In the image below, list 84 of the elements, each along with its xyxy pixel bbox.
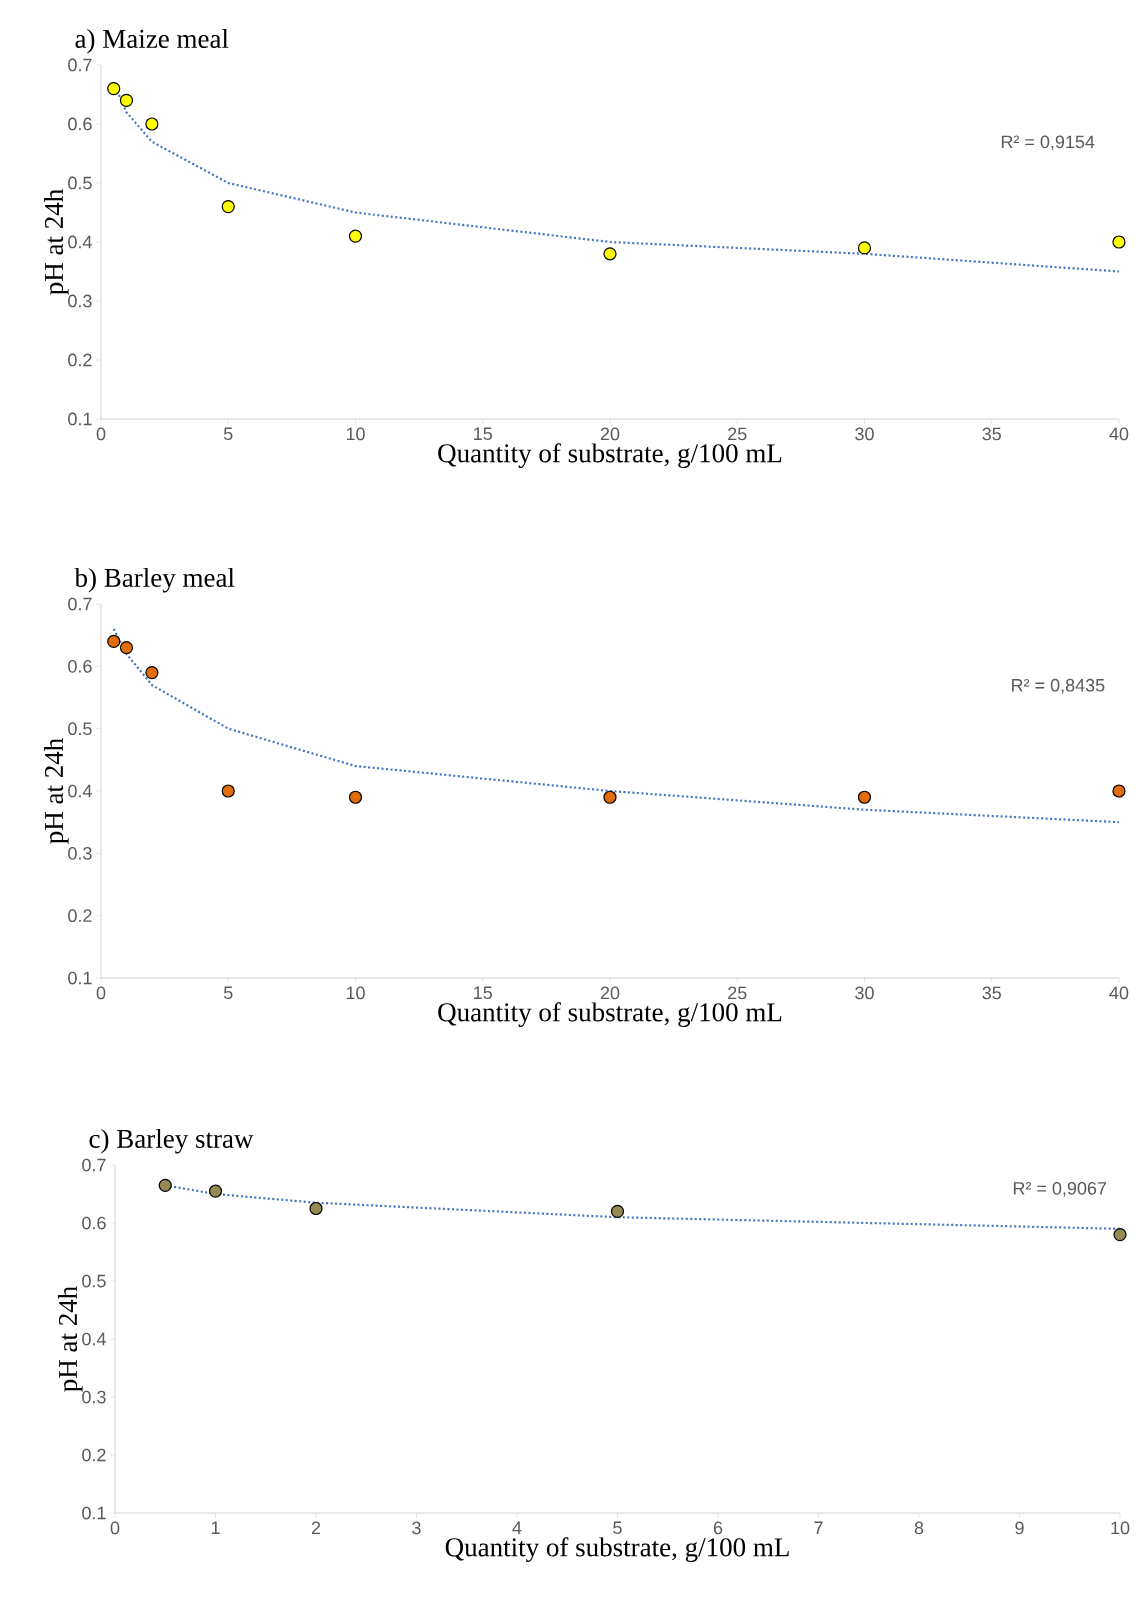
y-tick-label: 0.3 (68, 294, 92, 308)
x-tick-label: 15 (474, 427, 492, 441)
x-tick-label: 15 (474, 986, 492, 1000)
y-tick-label: 0.3 (68, 846, 92, 860)
point (348, 229, 363, 243)
x-axis-title: Quantity of substrate, g/100 mL (438, 1002, 782, 1027)
point (1112, 784, 1126, 798)
y-tick-label: 0.1 (68, 971, 92, 985)
x-axis-title: Quantity of substrate, g/100 mL (438, 443, 782, 468)
point (107, 634, 121, 649)
point (857, 790, 872, 804)
x-tick-label: 8 (914, 1521, 924, 1535)
x-tick-label: 35 (982, 986, 1001, 1000)
line-series (112, 627, 1121, 824)
x-tick-label: 30 (855, 427, 874, 441)
annotation: R² = 0,9154 (1001, 135, 1095, 151)
chart-title: a) Maize meal (75, 28, 229, 54)
point (309, 1201, 323, 1216)
point (107, 82, 121, 96)
point (119, 641, 134, 655)
x-tick-label: 1 (211, 1521, 220, 1534)
point (158, 1178, 172, 1192)
x-tick-label: 7 (814, 1521, 823, 1534)
x-tick-label: 9 (1015, 1521, 1024, 1535)
y-tick-label: 0.3 (82, 1390, 106, 1404)
x-tick-label: 0 (96, 986, 106, 1000)
y-tick-label: 0.1 (82, 1506, 106, 1520)
y-tick-label: 0.1 (68, 412, 92, 426)
y-tick-label: 0.2 (82, 1448, 106, 1462)
x-tick-label: 20 (600, 986, 620, 1000)
y-tick-label: 0.2 (68, 353, 92, 367)
point (221, 784, 235, 798)
x-tick-label: 5 (613, 1521, 622, 1535)
point (208, 1184, 223, 1198)
x-tick-label: 25 (728, 986, 747, 1000)
x-tick-label: 30 (855, 986, 874, 1000)
y-tick-label: 0.4 (68, 784, 92, 798)
x-tick-label: 2 (311, 1521, 321, 1535)
x-tick-label: 5 (223, 427, 233, 441)
y-tick-label: 0.2 (68, 909, 92, 923)
y-tick-label: 0.7 (82, 1158, 106, 1172)
x-tick-label: 10 (346, 427, 365, 441)
x-tick-label: 3 (412, 1521, 421, 1535)
y-axis-title: pH at 24h (44, 738, 69, 844)
x-tick-label: 5 (223, 986, 233, 1000)
x-tick-label: 0 (96, 427, 106, 441)
annotation: R² = 0,8435 (1012, 678, 1105, 694)
y-tick-label: 0.4 (82, 1332, 106, 1346)
x-tick-label: 40 (1109, 986, 1129, 1000)
y-tick-label: 0.5 (68, 176, 92, 190)
point (1113, 1228, 1127, 1242)
x-tick-label: 0 (110, 1521, 120, 1535)
y-tick-label: 0.4 (68, 235, 92, 249)
point (610, 1204, 625, 1219)
x-tick-label: 6 (713, 1521, 723, 1535)
point (119, 93, 134, 107)
x-tick-label: 25 (728, 427, 747, 441)
point (348, 790, 363, 804)
point (603, 790, 617, 804)
y-tick-label: 0.5 (68, 722, 92, 736)
point (145, 117, 159, 131)
x-axis-title: Quantity of substrate, g/100 mL (445, 1537, 789, 1563)
y-tick-label: 0.6 (68, 117, 92, 131)
point (221, 200, 235, 214)
y-tick-label: 0.7 (68, 597, 92, 611)
y-tick-label: 0.6 (68, 659, 92, 673)
point (1112, 235, 1126, 249)
chart-title: b) Barley meal (74, 567, 235, 593)
x-tick-label: 35 (982, 427, 1001, 441)
y-tick-label: 0.6 (82, 1216, 106, 1230)
x-tick-label: 4 (512, 1521, 522, 1534)
y-axis-title: pH at 24h (44, 189, 69, 295)
chart-title: c) Barley straw (89, 1128, 254, 1154)
y-axis-title: pH at 24h (58, 1286, 83, 1392)
x-tick-label: 10 (346, 986, 365, 1000)
x-tick-label: 40 (1109, 427, 1129, 441)
point (603, 247, 617, 261)
point (857, 241, 872, 255)
y-tick-label: 0.5 (82, 1274, 106, 1288)
y-tick-label: 0.7 (68, 58, 92, 72)
annotation: R² = 0,9067 (1013, 1181, 1107, 1197)
x-tick-label: 10 (1111, 1521, 1130, 1535)
x-tick-label: 20 (600, 427, 620, 441)
point (145, 665, 159, 680)
